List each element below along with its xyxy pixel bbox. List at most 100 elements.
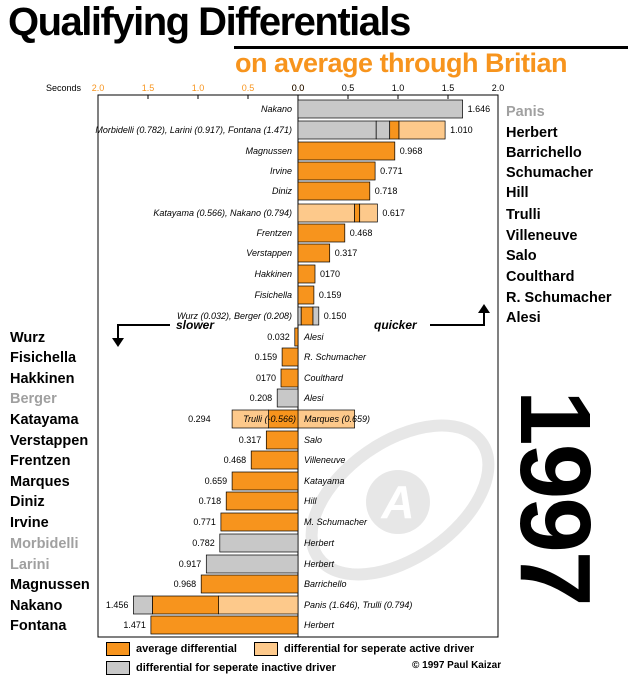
bar-segment bbox=[389, 120, 400, 140]
bar-segment bbox=[297, 120, 377, 140]
bar-note-label: Irvine bbox=[270, 166, 292, 176]
legend-swatch-active bbox=[254, 642, 278, 656]
lower-driver-name: Verstappen bbox=[10, 433, 88, 449]
copyright: © 1997 Paul Kaizar bbox=[412, 660, 502, 671]
upper-driver-name: Coulthard bbox=[506, 269, 574, 285]
bar-segment bbox=[152, 595, 219, 615]
lower-driver-name: Katayama bbox=[10, 412, 79, 428]
upper-driver-name: Salo bbox=[506, 248, 537, 264]
upper-driver-name: Schumacher bbox=[506, 165, 593, 181]
bar-segment bbox=[375, 120, 391, 140]
upper-driver-name: Trulli bbox=[506, 207, 541, 223]
bar-value-label: 0.659 bbox=[205, 476, 228, 486]
bar-note-label: Wurz (0.032), Berger (0.208) bbox=[177, 311, 292, 321]
bar-segment bbox=[265, 430, 299, 450]
bar-value-label: 0.317 bbox=[335, 248, 358, 258]
legend-swatch-average bbox=[106, 642, 130, 656]
bar-value-label: 1.471 bbox=[123, 620, 146, 630]
left-tick-label: 0.5 bbox=[242, 83, 255, 93]
lower-driver-name: Fontana bbox=[10, 618, 67, 634]
bar-segment bbox=[312, 306, 320, 326]
bar-segment bbox=[200, 574, 299, 594]
bar-note-label: Verstappen bbox=[246, 248, 292, 258]
left-tick-label: 0.0 bbox=[292, 83, 305, 93]
bar-segment bbox=[300, 306, 314, 326]
bar-value-label: 1.010 bbox=[450, 125, 473, 135]
svg-text:A: A bbox=[380, 476, 414, 528]
bar-segment bbox=[133, 595, 153, 615]
right-tick-label: 2.0 bbox=[492, 83, 505, 93]
bar-note-label: Morbidelli (0.782), Larini (0.917), Font… bbox=[95, 125, 292, 135]
bar-note-label: M. Schumacher bbox=[304, 517, 368, 527]
bar-value-label: 0.718 bbox=[199, 496, 222, 506]
lower-driver-name: Wurz bbox=[10, 330, 45, 346]
upper-driver-name: Herbert bbox=[506, 125, 558, 141]
bar-segment bbox=[297, 181, 371, 201]
bar-note-label: Villeneuve bbox=[304, 455, 345, 465]
lower-driver-name: Morbidelli bbox=[10, 536, 78, 552]
lower-driver-name: Magnussen bbox=[10, 577, 90, 593]
bar-note-label: Katayama (0.566), Nakano (0.794) bbox=[153, 208, 292, 218]
left-tick-label: 2.0 bbox=[92, 83, 105, 93]
bar-value-label: 0.150 bbox=[324, 311, 347, 321]
bar-note-label: Coulthard bbox=[304, 373, 344, 383]
chart-subtitle: on average through Britian bbox=[235, 48, 568, 78]
bar-note-label: R. Schumacher bbox=[304, 352, 367, 362]
lower-driver-name: Hakkinen bbox=[10, 371, 74, 387]
axis-label-seconds: Seconds bbox=[46, 83, 82, 93]
lower-driver-name: Frentzen bbox=[10, 453, 70, 469]
left-tick-label: 1.0 bbox=[192, 83, 205, 93]
lower-driver-name: Nakano bbox=[10, 598, 63, 614]
bar-segment bbox=[150, 615, 299, 635]
bar-value-label: 1.456 bbox=[106, 600, 129, 610]
bar-note-label: Panis (1.646), Trulli (0.794) bbox=[304, 600, 412, 610]
bar-segment bbox=[297, 264, 316, 284]
bar-note-label: Nakano bbox=[261, 104, 292, 114]
bar-segment bbox=[220, 512, 299, 532]
chart-title: Qualifying Differentials bbox=[8, 0, 411, 44]
bar-segment bbox=[398, 120, 446, 140]
bar-note-label: Salo bbox=[304, 435, 322, 445]
bar-segment bbox=[359, 203, 378, 223]
bar-segment bbox=[218, 595, 299, 615]
bar-segment bbox=[297, 223, 346, 243]
bar-value-label: 0.968 bbox=[174, 579, 197, 589]
bar-value-label: 0.771 bbox=[193, 517, 216, 527]
legend-swatch-inactive bbox=[106, 661, 130, 675]
bar-note-label: Frentzen bbox=[256, 228, 292, 238]
bar-segment bbox=[297, 161, 376, 181]
upper-driver-name: Alesi bbox=[506, 310, 541, 326]
bar-note-label: Alesi bbox=[303, 332, 325, 342]
right-tick-label: 0.5 bbox=[342, 83, 355, 93]
bar-value-label: 0.159 bbox=[319, 290, 342, 300]
upper-driver-name: Panis bbox=[506, 104, 545, 120]
upper-driver-name: R. Schumacher bbox=[506, 290, 612, 306]
bar-value-label: 0.159 bbox=[255, 352, 278, 362]
bar-segment bbox=[297, 141, 396, 161]
lower-driver-name: Marques bbox=[10, 474, 70, 490]
right-tick-label: 0.0 bbox=[292, 83, 305, 93]
bar-note-label: Marques (0.659) bbox=[304, 414, 370, 424]
bar-note-label: Herbert bbox=[304, 559, 335, 569]
upper-driver-name: Villeneuve bbox=[506, 228, 577, 244]
bar-segment bbox=[297, 285, 315, 305]
upper-driver-name: Barrichello bbox=[506, 145, 582, 161]
lower-driver-name: Diniz bbox=[10, 494, 45, 510]
bar-note-label: Magnussen bbox=[245, 146, 292, 156]
right-tick-label: 1.5 bbox=[442, 83, 455, 93]
bar-value-label: 1.646 bbox=[468, 104, 491, 114]
bar-note-label: Hakkinen bbox=[254, 269, 292, 279]
bar-note-label: Herbert bbox=[304, 620, 335, 630]
bar-segment bbox=[297, 99, 463, 119]
bar-value-label: 0.317 bbox=[239, 435, 262, 445]
legend-active-label: differential for seperate active driver bbox=[284, 642, 475, 655]
bar-value-label: 0.032 bbox=[267, 332, 290, 342]
bar-value-label: 0.771 bbox=[380, 166, 403, 176]
bar-value-label: 0.718 bbox=[375, 186, 398, 196]
bar-note-label: Diniz bbox=[272, 186, 293, 196]
bar-segment bbox=[219, 533, 299, 553]
bar-value-label: 0170 bbox=[320, 269, 340, 279]
bar-segment bbox=[281, 347, 299, 367]
bar-segment bbox=[231, 409, 269, 429]
